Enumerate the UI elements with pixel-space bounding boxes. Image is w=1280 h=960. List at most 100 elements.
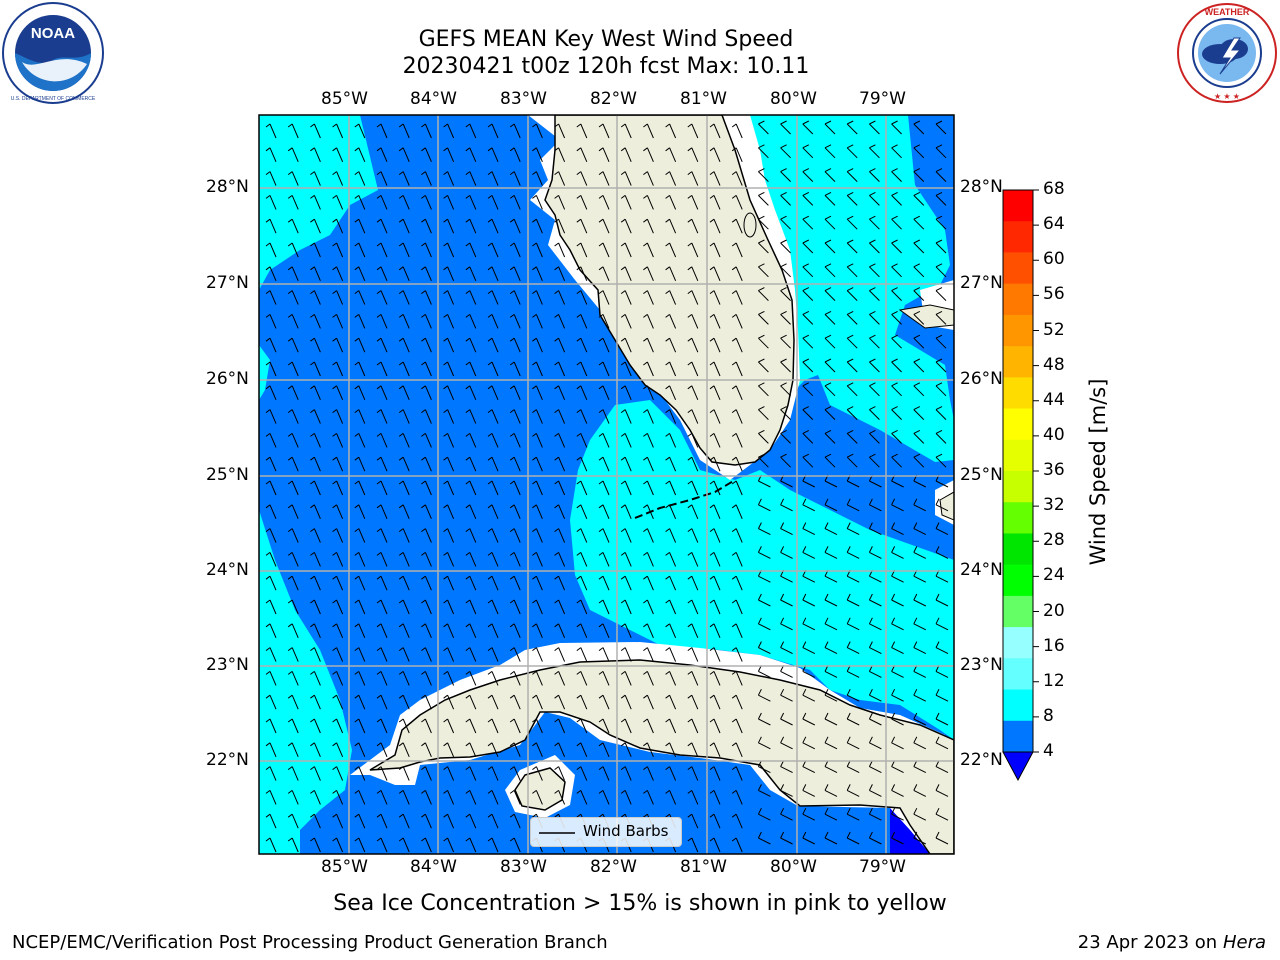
wind-barb (643, 456, 654, 472)
wind-barb (731, 171, 743, 186)
wind-barb (465, 456, 477, 472)
wind-barb (935, 191, 947, 206)
wind-barb (869, 453, 880, 468)
wind-barb (868, 593, 882, 607)
lat-label-right: 23°N (960, 655, 1003, 675)
wind-barb (824, 406, 836, 420)
wind-barb (758, 334, 769, 349)
wind-barb (398, 694, 410, 710)
wind-barb (421, 409, 432, 424)
wind-barb (731, 290, 743, 305)
wind-barb (287, 218, 299, 234)
wind-barb (465, 385, 477, 400)
wind-barb (376, 718, 388, 734)
wind-barb (913, 736, 927, 750)
wind-barb (620, 623, 632, 638)
wind-barb (465, 195, 477, 210)
wind-barb (354, 837, 366, 853)
wind-barb (935, 498, 949, 512)
wind-barb (780, 453, 791, 468)
wind-barb (443, 147, 455, 162)
wind-barb (935, 593, 949, 607)
colorbar-segment (1003, 564, 1033, 597)
wind-barb (598, 790, 610, 805)
wind-barb (421, 766, 432, 781)
wind-barb (376, 123, 388, 139)
wind-barb (376, 266, 388, 281)
wind-barb (935, 784, 949, 797)
colorbar-tick-label: 52 (1043, 319, 1065, 340)
colorbar-segment (1003, 533, 1033, 566)
wind-barb (780, 191, 791, 206)
wind-barb (354, 480, 366, 496)
wind-barb (824, 287, 836, 301)
wind-barb (376, 766, 388, 781)
wind-barb (376, 385, 388, 400)
wind-barb (332, 171, 344, 186)
wind-barb (824, 358, 836, 373)
wind-barb (935, 617, 949, 631)
wind-barb (487, 290, 499, 305)
wind-barb (643, 433, 654, 448)
wind-barb (665, 314, 677, 329)
wind-barb (443, 456, 455, 472)
wind-barb (532, 552, 543, 567)
wind-barb (687, 575, 699, 591)
wind-barb (265, 694, 277, 710)
wind-barb (643, 195, 654, 210)
wind-barb (731, 147, 743, 162)
wind-barb (332, 504, 344, 519)
wind-barb (376, 433, 388, 448)
wind-barb (891, 617, 904, 631)
wind-barb (665, 480, 677, 496)
wind-barb (532, 290, 543, 305)
wind-barb (554, 314, 566, 329)
wind-barb (620, 480, 632, 496)
wind-barb (687, 647, 699, 662)
florida-keys (634, 479, 736, 519)
wind-barb (709, 813, 721, 829)
wind-barb (487, 552, 499, 567)
wind-barb (576, 790, 588, 805)
wind-barb (935, 310, 947, 325)
wind-barb (802, 239, 814, 254)
wind-barb (287, 195, 299, 210)
svg-text:NOAA: NOAA (31, 25, 75, 42)
wind-barb (824, 546, 838, 559)
wind-barb (443, 218, 455, 234)
wind-barb (398, 195, 410, 210)
wind-barb (421, 718, 432, 734)
wind-barb (554, 623, 566, 638)
wind-barb (665, 266, 677, 281)
wind-barb (421, 742, 432, 757)
wind-barb (376, 337, 388, 353)
wind-barb (731, 361, 743, 377)
wind-barb (643, 385, 654, 400)
wind-barb (332, 433, 344, 448)
wind-barb (802, 453, 814, 468)
wind-barb (665, 599, 677, 615)
wind-barb (598, 314, 610, 329)
wind-barb (802, 287, 814, 301)
wind-barb (891, 334, 902, 349)
wind-barb (443, 718, 455, 734)
wind-barb (802, 688, 816, 702)
wind-barb (824, 736, 838, 750)
wind-barb (465, 742, 477, 757)
wind-barb (846, 310, 858, 325)
wind-barb (731, 528, 743, 543)
wind-barb (620, 433, 632, 448)
wind-barb (265, 361, 277, 377)
wind-barb (443, 385, 455, 400)
wind-barb (687, 147, 699, 162)
wind-barb (265, 171, 277, 186)
wind-barb (310, 599, 321, 615)
wind-barb (576, 694, 588, 710)
wind-barb (354, 671, 366, 686)
wind-barb (354, 266, 366, 281)
wind-barb (780, 593, 793, 607)
wind-barb (731, 718, 743, 734)
wind-barb (824, 310, 836, 325)
wind-barb (509, 528, 521, 543)
wind-barb (598, 766, 610, 781)
